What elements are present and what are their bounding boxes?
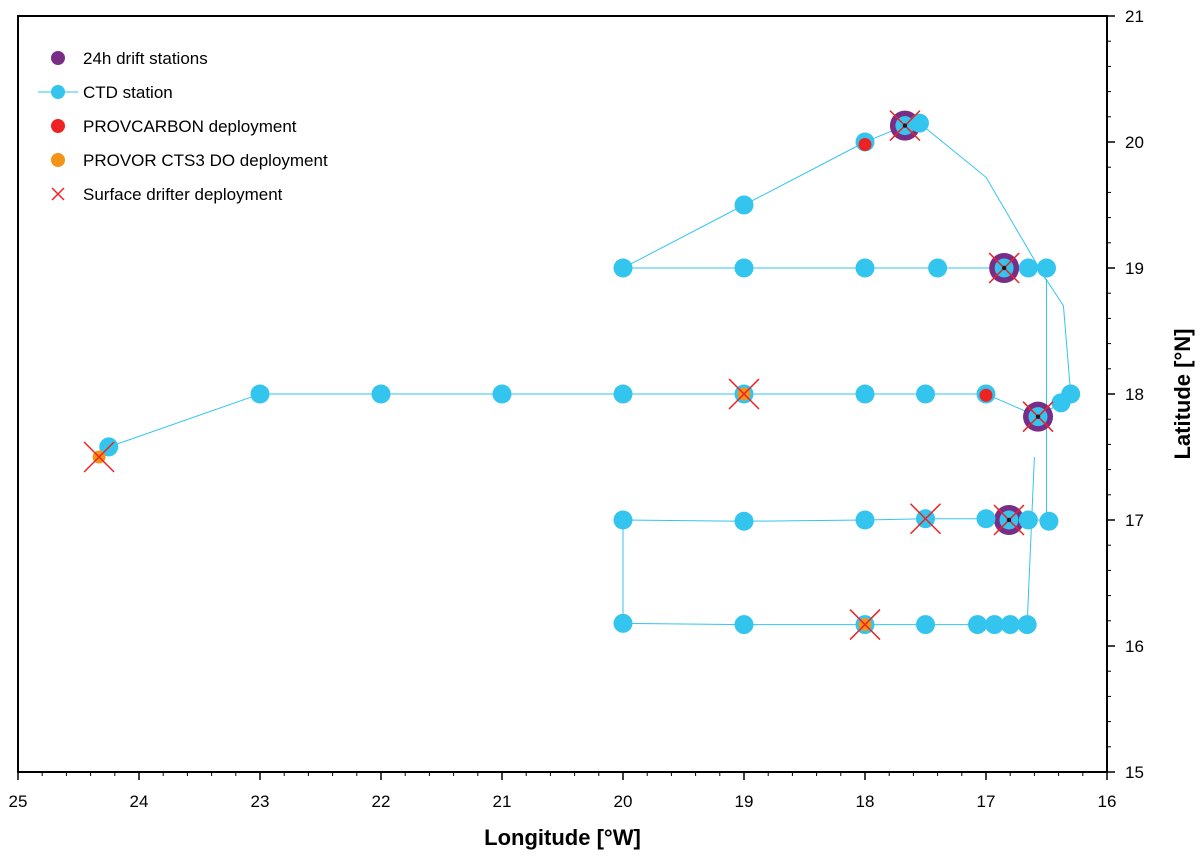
y-tick-label: 17 [1125,511,1144,530]
drifter-x-marker [909,503,942,535]
x-axis: 25 24 23 22 21 20 19 18 17 16 [9,772,1117,811]
ctd-station-point [613,613,633,633]
x-tick-label: 17 [977,792,996,811]
x-tick-label: 16 [1098,792,1117,811]
drift-station-center-dot [1006,517,1012,523]
legend-item: PROVCARBON deployment [51,117,297,136]
drifter-x-stroke [728,378,760,410]
ctd-station-point [968,615,988,635]
legend-item: Surface drifter deployment [51,185,283,204]
x-tick-label: 23 [251,792,270,811]
y-tick-label: 18 [1125,385,1144,404]
drifter-x-stroke [909,503,942,535]
ctd-station-point [855,384,875,404]
ctd-station-point [1018,258,1038,278]
ctd-station-point [984,615,1004,635]
ctd-track-line-layer [108,122,1072,626]
y-axis-title: Latitude [°N] [1170,328,1195,459]
ctd-station-point [734,615,754,635]
ctd-station-point [855,510,875,530]
x-tick-label: 25 [9,792,28,811]
ctd-station-point [1037,258,1056,278]
legend-item: PROVOR CTS3 DO deployment [51,151,328,170]
drifter-x-marker [849,609,881,641]
drifter-x-stroke [83,441,115,473]
ctd-station-point [1018,510,1038,530]
y-tick-label: 21 [1125,7,1144,26]
ctd-station-point [909,113,929,133]
ctd-station-point [250,384,270,404]
ctd-station-point [613,510,633,530]
ctd-station-point [613,384,633,404]
legend-item: CTD station [38,83,173,102]
ctd-station-point [1061,384,1081,404]
legend-label: 24h drift stations [83,49,208,68]
ctd-station-point [928,258,948,278]
drifter-x-stroke [849,609,881,641]
y-tick-label: 19 [1125,259,1144,278]
legend: 24h drift stations CTD station PROVCARBON … [38,49,328,204]
ctd-station-point [976,509,996,529]
legend-marker-symbol [51,153,65,167]
ctd-station-point [492,384,512,404]
drifter-x-marker [728,378,760,410]
x-tick-label: 22 [372,792,391,811]
drift-station-center-dot [1035,414,1041,419]
y-tick-label: 15 [1125,763,1144,782]
ctd-station-point [734,258,754,278]
marker-layer [83,110,1081,641]
y-axis: 15 16 17 18 19 20 21 [1107,7,1144,782]
legend-marker-symbol [51,51,65,65]
provcarbon-point [858,138,872,152]
drifter-x-marker [83,441,115,473]
ctd-station-point [1000,615,1020,635]
x-tick-label: 21 [493,792,512,811]
ctd-track-line [108,122,1072,626]
ctd-station-point [371,384,391,404]
x-tick-label: 20 [614,792,633,811]
provcarbon-point [979,388,993,402]
x-axis-title: Longitude [°W] [484,825,641,850]
ctd-station-point [1017,615,1037,635]
y-tick-label: 20 [1125,133,1144,152]
legend-label: PROVCARBON deployment [83,117,297,136]
ctd-station-point [916,384,935,404]
legend-item: 24h drift stations [51,49,208,68]
x-tick-label: 19 [735,792,754,811]
ctd-station-point [855,258,875,278]
legend-label: Surface drifter deployment [83,185,283,204]
legend-x-symbol [51,187,65,201]
legend-label: PROVOR CTS3 DO deployment [83,151,328,170]
ctd-station-point [734,511,754,531]
legend-marker-symbol [51,119,65,133]
x-tick-label: 18 [856,792,875,811]
y-tick-label: 16 [1125,637,1144,656]
ctd-station-point [734,195,754,215]
ctd-station-point [1039,511,1059,531]
drift-station-center-dot [1001,265,1007,271]
ctd-station-point [916,615,935,635]
ctd-station-point [613,258,633,278]
legend-marker-symbol [51,85,65,99]
legend-label: CTD station [83,83,173,102]
drift-station-center-dot [902,123,908,128]
x-tick-label: 24 [130,792,149,811]
